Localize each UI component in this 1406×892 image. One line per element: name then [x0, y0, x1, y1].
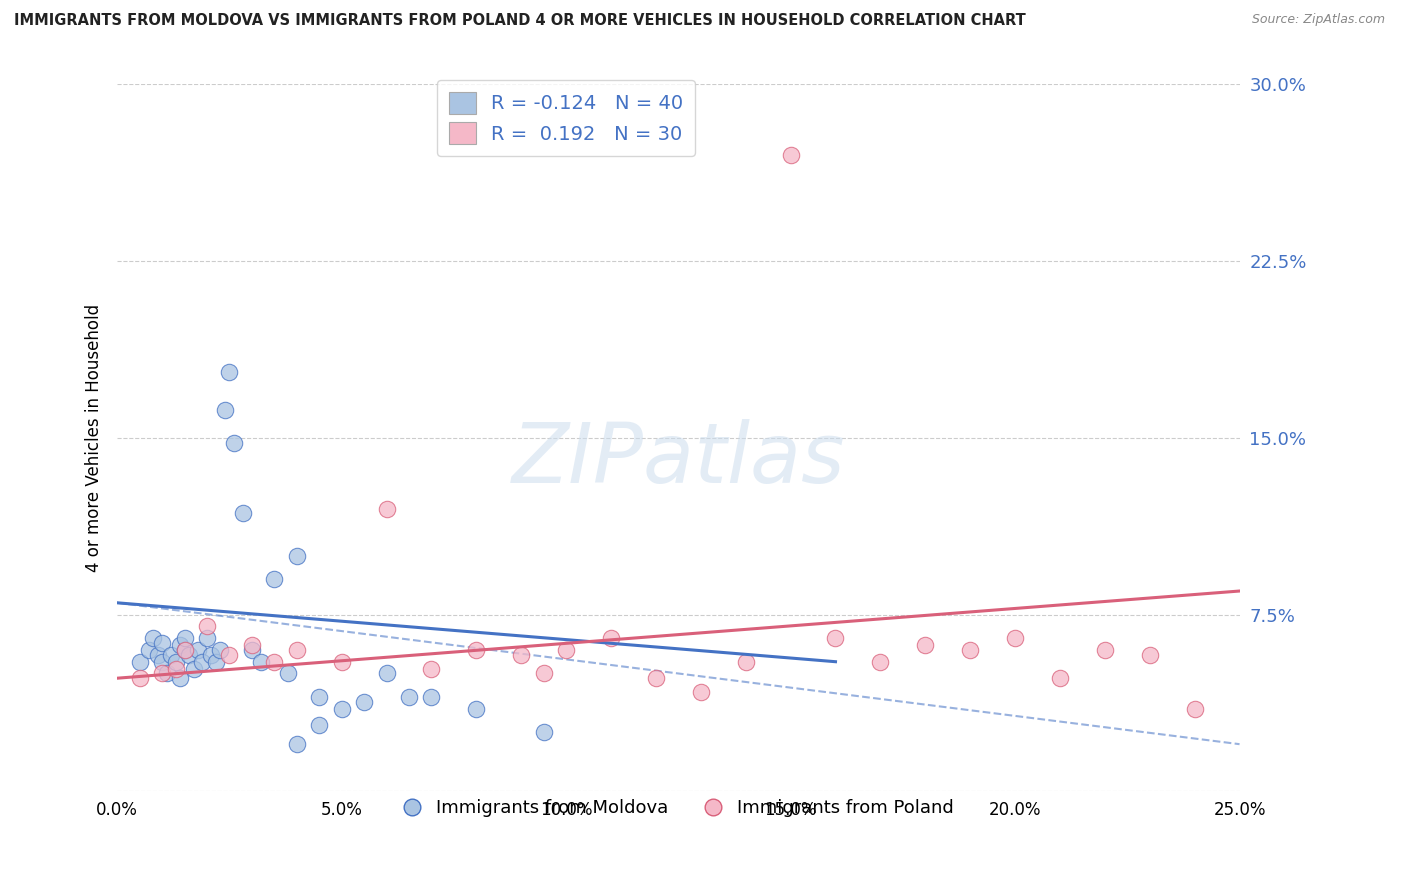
- Point: [240, 643, 263, 657]
- Point: [187, 643, 209, 657]
- Point: [869, 655, 891, 669]
- Point: [510, 648, 533, 662]
- Point: [250, 655, 273, 669]
- Point: [1049, 671, 1071, 685]
- Point: [263, 572, 285, 586]
- Point: [1184, 702, 1206, 716]
- Point: [1139, 648, 1161, 662]
- Point: [330, 702, 353, 716]
- Point: [420, 690, 443, 704]
- Point: [165, 662, 187, 676]
- Point: [353, 695, 375, 709]
- Point: [533, 725, 555, 739]
- Point: [146, 648, 169, 662]
- Point: [465, 702, 488, 716]
- Point: [200, 648, 222, 662]
- Point: [218, 648, 240, 662]
- Point: [214, 402, 236, 417]
- Point: [155, 666, 177, 681]
- Point: [222, 435, 245, 450]
- Point: [824, 631, 846, 645]
- Point: [128, 671, 150, 685]
- Point: [959, 643, 981, 657]
- Point: [240, 638, 263, 652]
- Point: [285, 643, 308, 657]
- Point: [1094, 643, 1116, 657]
- Point: [285, 737, 308, 751]
- Point: [555, 643, 578, 657]
- Point: [173, 643, 195, 657]
- Point: [277, 666, 299, 681]
- Legend: Immigrants from Moldova, Immigrants from Poland: Immigrants from Moldova, Immigrants from…: [396, 792, 960, 825]
- Point: [689, 685, 711, 699]
- Point: [308, 718, 330, 732]
- Point: [734, 655, 756, 669]
- Text: IMMIGRANTS FROM MOLDOVA VS IMMIGRANTS FROM POLAND 4 OR MORE VEHICLES IN HOUSEHOL: IMMIGRANTS FROM MOLDOVA VS IMMIGRANTS FR…: [14, 13, 1026, 29]
- Point: [398, 690, 420, 704]
- Point: [150, 636, 173, 650]
- Point: [465, 643, 488, 657]
- Point: [173, 643, 195, 657]
- Y-axis label: 4 or more Vehicles in Household: 4 or more Vehicles in Household: [86, 304, 103, 572]
- Point: [218, 365, 240, 379]
- Point: [142, 631, 165, 645]
- Point: [330, 655, 353, 669]
- Point: [285, 549, 308, 563]
- Text: Source: ZipAtlas.com: Source: ZipAtlas.com: [1251, 13, 1385, 27]
- Point: [375, 501, 398, 516]
- Point: [165, 655, 187, 669]
- Point: [138, 643, 160, 657]
- Point: [177, 648, 200, 662]
- Point: [914, 638, 936, 652]
- Point: [150, 655, 173, 669]
- Point: [191, 655, 214, 669]
- Point: [150, 666, 173, 681]
- Point: [209, 643, 232, 657]
- Text: ZIPatlas: ZIPatlas: [512, 418, 845, 500]
- Point: [173, 631, 195, 645]
- Point: [375, 666, 398, 681]
- Point: [160, 648, 183, 662]
- Point: [128, 655, 150, 669]
- Point: [195, 619, 218, 633]
- Point: [232, 506, 254, 520]
- Point: [533, 666, 555, 681]
- Point: [308, 690, 330, 704]
- Point: [779, 148, 801, 162]
- Point: [645, 671, 668, 685]
- Point: [195, 631, 218, 645]
- Point: [263, 655, 285, 669]
- Point: [1004, 631, 1026, 645]
- Point: [600, 631, 623, 645]
- Point: [169, 638, 191, 652]
- Point: [420, 662, 443, 676]
- Point: [205, 655, 228, 669]
- Point: [183, 662, 205, 676]
- Point: [169, 671, 191, 685]
